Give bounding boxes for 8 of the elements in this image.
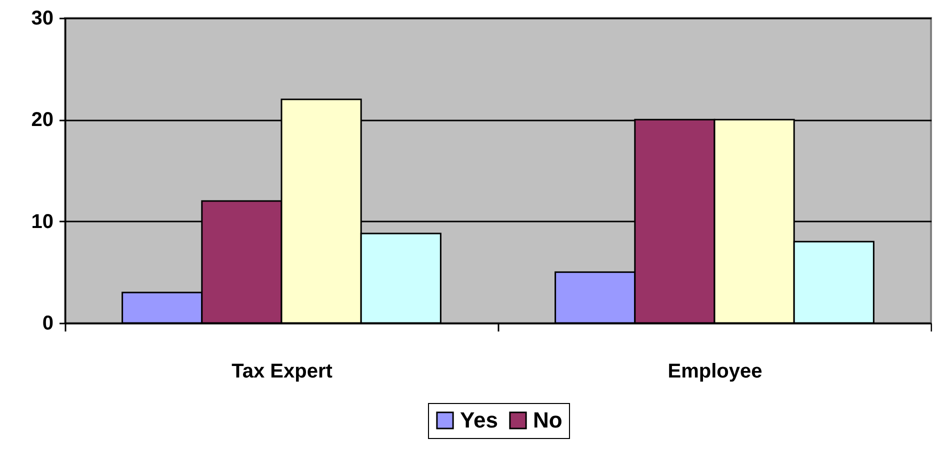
y-tick-label: 20 xyxy=(31,109,54,132)
x-tick-label: Tax Expert xyxy=(232,360,333,382)
y-tick-label: 10 xyxy=(31,210,54,233)
legend-label: Yes xyxy=(460,407,498,432)
legend-label: No xyxy=(533,407,562,432)
y-tick-label: 30 xyxy=(31,8,54,30)
x-tick-label: Employee xyxy=(668,360,762,382)
y-tick-label: 0 xyxy=(42,312,54,334)
